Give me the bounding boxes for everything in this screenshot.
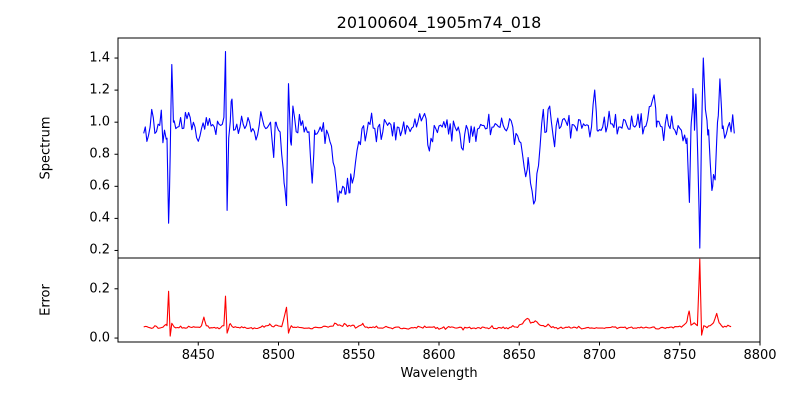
error-line: [143, 258, 732, 337]
spectrum-y-tick-label: 0.2: [89, 242, 110, 258]
x-tick-label: 8550: [342, 348, 376, 363]
x-tick-label: 8500: [261, 348, 296, 363]
chart-title: 20100604_1905m74_018: [336, 13, 542, 32]
spectrum-y-tick-label: 0.4: [89, 210, 110, 226]
spectrum-y-tick-label: 1.2: [89, 82, 110, 98]
error-y-axis-label: Error: [38, 284, 54, 316]
spectrum-y-tick-label: 0.8: [89, 146, 110, 162]
spectrum-y-tick-label: 1.4: [89, 50, 110, 66]
x-tick-label: 8450: [181, 348, 215, 363]
spectrum-axes-frame: [117, 37, 761, 259]
error-y-tick-label: 0.0: [89, 330, 110, 346]
x-tick-label: 8750: [663, 348, 697, 363]
x-axis-label: Wavelength: [400, 366, 478, 381]
spectrum-y-axis-label: Spectrum: [38, 116, 54, 180]
error-y-tick-label: 0.2: [89, 281, 110, 297]
x-tick-label: 8700: [582, 348, 617, 363]
x-tick-label: 8600: [422, 348, 456, 363]
x-tick-label: 8650: [502, 348, 536, 363]
spectrum-y-tick-label: 0.6: [89, 178, 110, 194]
spectrum-y-tick-label: 1.0: [89, 114, 110, 130]
x-tick-label: 8800: [743, 348, 777, 363]
spectrum-line: [143, 51, 735, 249]
